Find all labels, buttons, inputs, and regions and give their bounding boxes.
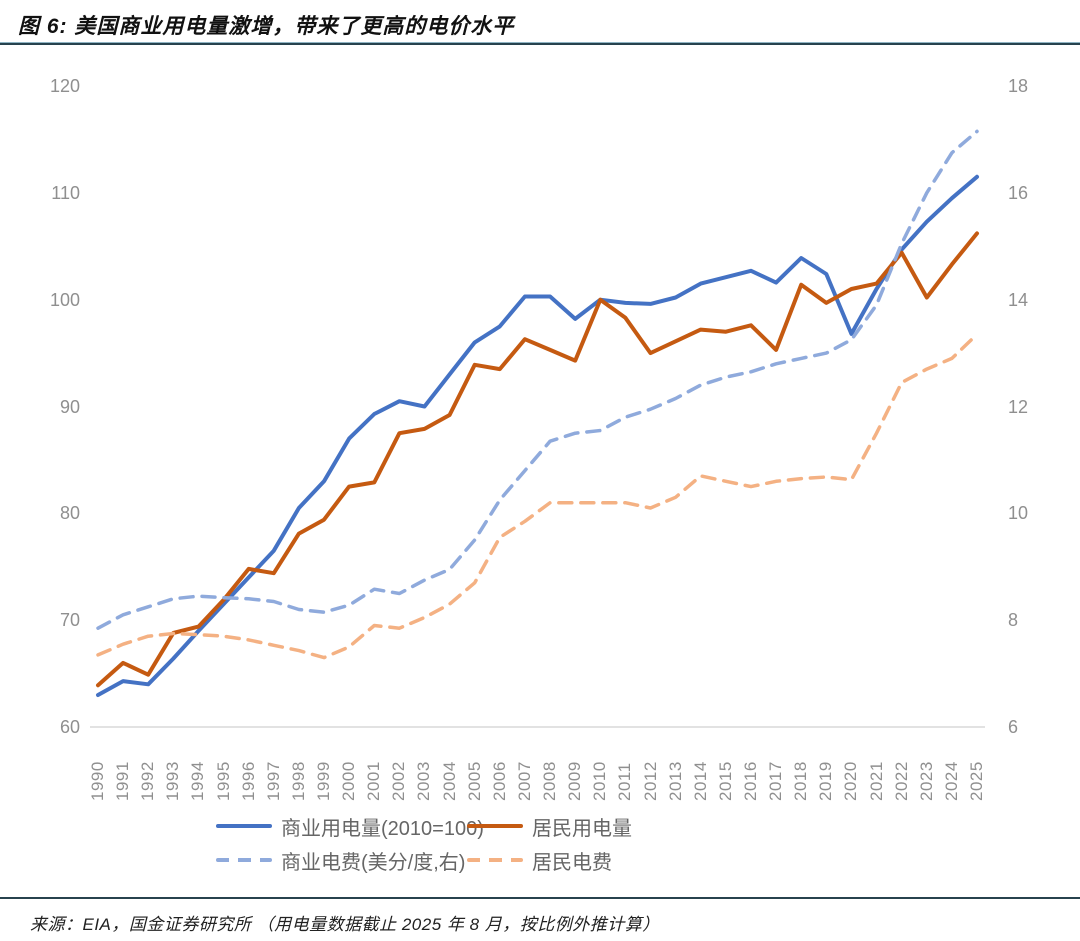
title-underline-light bbox=[0, 42, 1080, 43]
left-tick-label: 90 bbox=[59, 396, 80, 417]
year-label: 2013 bbox=[665, 761, 685, 801]
year-label: 1995 bbox=[213, 761, 233, 801]
series-line-0 bbox=[96, 174, 979, 697]
year-label: 1994 bbox=[188, 761, 208, 801]
year-label: 2021 bbox=[866, 761, 886, 801]
year-label: 1999 bbox=[314, 761, 334, 801]
year-label: 2009 bbox=[565, 761, 585, 801]
year-label: 2000 bbox=[339, 761, 359, 801]
chart-title: 图 6: 美国商业用电量激增，带来了更高的电价水平 bbox=[18, 15, 515, 38]
legend-label: 居民用电量 bbox=[532, 817, 632, 840]
year-label: 2001 bbox=[364, 761, 384, 801]
legend-line-icon bbox=[216, 824, 272, 828]
year-label: 2003 bbox=[414, 761, 434, 801]
left-tick-label: 70 bbox=[59, 610, 80, 631]
legend-dashed-line-icon bbox=[216, 858, 272, 862]
legend-label: 商业用电量(2010=100) bbox=[281, 817, 484, 840]
legend-item: 商业用电量(2010=100) bbox=[216, 813, 484, 840]
year-label: 2008 bbox=[540, 761, 560, 801]
year-label: 2010 bbox=[590, 761, 610, 801]
right-tick-label: 10 bbox=[1008, 503, 1029, 524]
legend-item: 商业电费(美分/度,右) bbox=[216, 847, 466, 874]
year-label: 2019 bbox=[816, 761, 836, 801]
year-label: 1991 bbox=[113, 761, 133, 801]
year-label: 2024 bbox=[941, 761, 961, 801]
legend-item: 居民用电量 bbox=[467, 813, 632, 840]
year-label: 2018 bbox=[791, 761, 811, 801]
year-label: 2004 bbox=[439, 761, 459, 801]
right-tick-label: 12 bbox=[1008, 396, 1029, 417]
right-tick-label: 6 bbox=[1008, 717, 1019, 737]
source-note: 来源：EIA，国金证券研究所 （用电量数据截止 2025 年 8 月，按比例外推… bbox=[30, 915, 660, 934]
year-label: 1993 bbox=[163, 761, 183, 801]
year-label: 2023 bbox=[916, 761, 936, 801]
right-tick-label: 14 bbox=[1008, 289, 1029, 310]
title-underline-dark bbox=[0, 43, 1080, 45]
year-label: 1997 bbox=[263, 761, 283, 801]
year-label: 1990 bbox=[88, 761, 107, 801]
left-tick-label: 110 bbox=[51, 182, 80, 203]
year-label: 2015 bbox=[715, 761, 735, 801]
year-label: 2005 bbox=[464, 761, 484, 801]
year-label: 2016 bbox=[740, 761, 760, 801]
left-tick-label: 80 bbox=[59, 503, 80, 524]
year-label: 2002 bbox=[389, 761, 409, 801]
legend-line-icon bbox=[467, 824, 523, 828]
left-tick-label: 60 bbox=[59, 717, 80, 737]
year-label: 2007 bbox=[514, 761, 534, 801]
left-tick-label: 100 bbox=[49, 289, 80, 310]
right-tick-label: 8 bbox=[1008, 610, 1019, 631]
year-label: 1996 bbox=[238, 761, 258, 801]
year-label: 1992 bbox=[138, 761, 158, 801]
footer-rule bbox=[0, 897, 1080, 899]
year-label: 2006 bbox=[489, 761, 509, 801]
right-tick-label: 16 bbox=[1008, 182, 1029, 203]
series-line-3 bbox=[96, 332, 979, 660]
legend-item: 居民电费 bbox=[467, 847, 612, 874]
legend-label: 商业电费(美分/度,右) bbox=[281, 851, 466, 874]
year-label: 2012 bbox=[640, 761, 660, 801]
year-label: 2022 bbox=[891, 761, 911, 801]
legend-label: 居民电费 bbox=[532, 851, 612, 874]
left-tick-label: 120 bbox=[49, 76, 80, 96]
year-label: 2017 bbox=[766, 761, 786, 801]
series-line-2 bbox=[96, 129, 979, 630]
legend-dashed-line-icon bbox=[467, 858, 523, 862]
series-line-1 bbox=[96, 231, 979, 688]
right-tick-label: 18 bbox=[1008, 76, 1029, 96]
year-label: 2020 bbox=[841, 761, 861, 801]
year-label: 2025 bbox=[967, 761, 986, 801]
year-label: 2014 bbox=[690, 761, 710, 801]
year-label: 1998 bbox=[288, 761, 308, 801]
year-label: 2011 bbox=[615, 762, 635, 801]
